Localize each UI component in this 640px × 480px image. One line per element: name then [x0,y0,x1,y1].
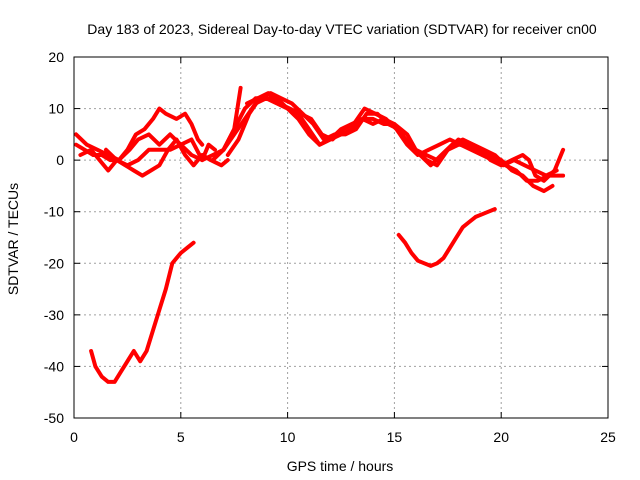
y-axis-label: SDTVAR / TECUs [5,183,21,295]
series-line-i [89,240,196,384]
x-tick-label: 0 [70,429,78,445]
x-tick-label: 20 [493,429,509,445]
chart-title: Day 183 of 2023, Sidereal Day-to-day VTE… [87,21,597,37]
series-line-b [74,85,243,163]
x-tick-label: 25 [600,429,616,445]
x-axis-label: GPS time / hours [287,458,394,474]
series-line-h [245,91,559,178]
series-line-g [225,91,566,183]
data-series-group [74,85,566,384]
y-tick-label: -30 [44,307,64,323]
series-line-d [104,137,217,168]
y-tick-label: -40 [44,358,64,374]
y-tick-label: 10 [48,101,64,117]
y-tick-label: -20 [44,255,64,271]
x-tick-label: 10 [280,429,296,445]
y-tick-label: -50 [44,410,64,426]
x-tick-label: 15 [387,429,403,445]
series-line-j [396,207,497,268]
x-tick-label: 5 [177,429,185,445]
y-tick-label: -10 [44,204,64,220]
series-line-a [74,106,205,163]
y-tick-label: 0 [56,152,64,168]
plot-frame [73,56,609,419]
series-line-f [221,96,555,194]
grid [74,57,608,418]
axis-ticks: 0 5 10 15 20 25 -50 -40 -30 -20 -10 0 10 20 [44,49,616,445]
y-tick-label: 20 [48,49,64,65]
